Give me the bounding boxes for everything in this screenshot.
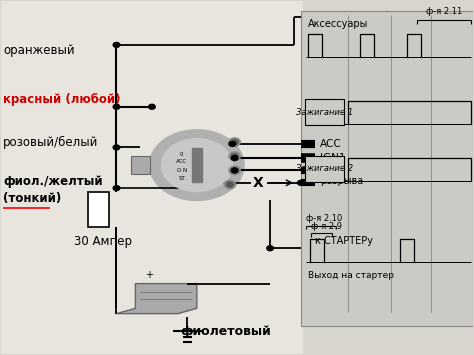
Circle shape — [149, 104, 155, 109]
Circle shape — [229, 152, 240, 160]
Text: фиол./желтый: фиол./желтый — [3, 175, 103, 187]
Text: ф-я 2.9: ф-я 2.9 — [311, 222, 342, 231]
Text: O N: O N — [177, 168, 187, 173]
Text: Зажигание 1: Зажигание 1 — [296, 108, 353, 117]
Text: (тонкий): (тонкий) — [3, 192, 61, 205]
Circle shape — [229, 166, 240, 175]
Text: ST: ST — [178, 176, 185, 181]
Circle shape — [113, 104, 120, 109]
Circle shape — [113, 145, 120, 150]
Text: цепь: цепь — [319, 169, 345, 179]
Text: ACC: ACC — [319, 139, 341, 149]
Circle shape — [224, 180, 236, 189]
Circle shape — [229, 138, 240, 146]
Text: оранжевый: оранжевый — [3, 44, 75, 57]
FancyBboxPatch shape — [305, 155, 344, 182]
Text: розовый/белый: розовый/белый — [3, 136, 99, 149]
Text: Выход на стартер: Выход на стартер — [308, 271, 394, 280]
Polygon shape — [117, 284, 197, 313]
Text: ф-я 2.11: ф-я 2.11 — [426, 7, 462, 16]
Bar — [131, 156, 150, 174]
Circle shape — [231, 154, 238, 159]
Circle shape — [229, 141, 236, 146]
Text: к СТАРТЕРу: к СТАРТЕРу — [315, 236, 373, 246]
FancyBboxPatch shape — [305, 99, 344, 125]
Bar — [0, 1, 303, 354]
Circle shape — [113, 42, 120, 47]
Circle shape — [231, 168, 238, 173]
Circle shape — [113, 186, 120, 191]
Text: ф-я 2.10: ф-я 2.10 — [306, 214, 342, 223]
Bar — [191, 148, 202, 182]
Text: 30 Ампер: 30 Ампер — [74, 235, 132, 248]
Text: X: X — [253, 176, 264, 190]
Text: Зажигание 2: Зажигание 2 — [296, 164, 353, 173]
Circle shape — [231, 168, 238, 173]
Text: фиолетовый: фиолетовый — [180, 325, 271, 338]
Text: разрыва: разрыва — [319, 176, 363, 186]
Circle shape — [161, 138, 232, 192]
Circle shape — [150, 130, 244, 201]
Circle shape — [231, 140, 238, 144]
Bar — [88, 192, 109, 227]
Circle shape — [231, 155, 238, 160]
Circle shape — [267, 246, 273, 251]
Text: IGN1: IGN1 — [319, 153, 345, 163]
Text: +: + — [145, 270, 153, 280]
Bar — [301, 11, 474, 326]
Text: красный (любой): красный (любой) — [3, 93, 120, 106]
Text: IGN2: IGN2 — [319, 165, 345, 175]
Text: Аксессуары: Аксессуары — [308, 19, 368, 29]
Circle shape — [227, 182, 233, 187]
Text: ACC: ACC — [176, 159, 187, 164]
Text: 0: 0 — [180, 152, 183, 157]
Circle shape — [298, 180, 304, 185]
